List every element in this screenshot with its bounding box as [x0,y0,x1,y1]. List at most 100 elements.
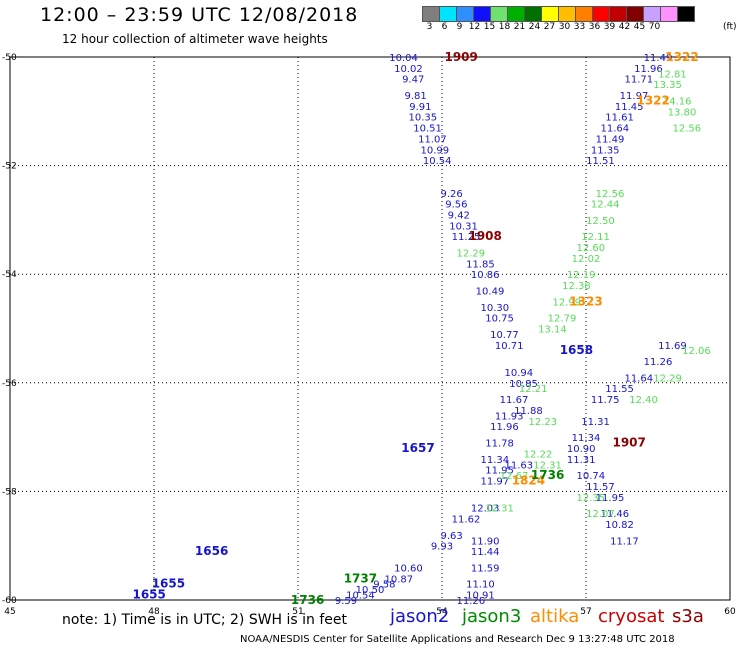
footer-credit: NOAA/NESDIS Center for Satellite Applica… [240,634,675,645]
swh-label: 9.58 [373,580,395,591]
swh-label: 11.34 [480,455,509,466]
swh-label: 12.40 [629,395,658,406]
swh-label: 11.95 [596,493,625,504]
swh-label: 10.31 [449,221,478,232]
swh-label: 1909 [444,50,477,64]
swh-label: 11.71 [624,75,653,86]
swh-label: 11.55 [605,384,634,395]
swh-label: 11.96 [490,422,519,433]
swh-label: 12.03 [471,504,500,515]
scale-label: 45 [633,22,646,32]
swh-label: 11.46 [600,509,629,520]
color-scale-labels: 3 6 9 12 15 18 21 24 27 30 33 36 39 42 45 70 [422,22,662,32]
chart-title: 12:00 – 23:59 UTC 12/08/2018 [40,4,359,26]
swh-label: 1907 [612,436,645,450]
swh-label: 11.64 [624,373,653,384]
swh-label: 10.54 [423,156,452,167]
x-tick-label: 57 [580,607,591,617]
swh-label: 12.29 [653,373,682,384]
scale-label: 12 [468,22,481,32]
swh-label: 11.17 [610,536,639,547]
swh-label: 12.31 [533,460,562,471]
swh-label: 9.59 [335,596,357,607]
swh-label: 14.16 [663,96,692,107]
swh-label: 11.96 [634,64,663,75]
scale-label: 6 [441,22,448,32]
scale-label: 3 [426,22,433,32]
legend-altika: altika [530,606,580,627]
swh-label: 9.42 [448,210,470,221]
swh-label: 11.69 [658,341,687,352]
x-tick-label: 48 [148,607,160,617]
swh-label: 11.93 [495,411,524,422]
swh-label: 11.95 [485,466,514,477]
swh-label: 12.02 [572,254,601,265]
swh-label: 10.86 [471,270,500,281]
swh-label: 11.49 [644,53,673,64]
scale-label: 30 [558,22,571,32]
swh-label: 10.90 [567,444,596,455]
swh-label: 11.97 [480,477,509,488]
scale-label: 27 [543,22,556,32]
swh-label: 13.35 [653,80,682,91]
swh-label: 12.44 [591,200,620,211]
swh-label: 11.90 [471,536,500,547]
swh-label: 12.56 [596,189,625,200]
swh-label: 1656 [195,544,228,558]
swh-label: 1737 [344,571,377,585]
swh-label: 11.88 [514,406,543,417]
swh-label: 11.45 [615,102,644,113]
y-tick-label: -50 [2,53,17,63]
swh-label: 10.94 [504,368,533,379]
swh-label: 1655 [152,577,185,591]
swh-label: 12.60 [576,243,605,254]
swh-label: 11.61 [605,113,634,124]
legend-jason3: jason3 [462,606,522,627]
swh-label: 1908 [468,229,501,243]
swh-label: 12.35 [576,493,605,504]
swh-label: 10.71 [495,341,524,352]
swh-label: 10.85 [509,379,538,390]
swh-label: 10.77 [490,330,519,341]
swh-label: 10.04 [389,53,418,64]
scale-swatch [677,6,695,22]
swh-label: 13.80 [668,107,697,118]
swh-label: 12.50 [586,216,615,227]
swh-label: 11.85 [466,259,495,270]
swh-label: 12.23 [528,417,557,428]
swh-label: 13.14 [538,325,567,336]
scale-label: 21 [513,22,526,32]
swh-label: 9.81 [404,91,426,102]
swh-label: 11.26 [644,357,673,368]
swh-label: 1322 [665,50,698,64]
y-tick-label: -52 [2,162,17,172]
scale-label: 33 [573,22,586,32]
swh-label: 10.54 [346,591,375,602]
swh-label: 10.30 [480,303,509,314]
swh-label: 11.26 [456,596,485,607]
swh-label: 1323 [569,294,602,308]
swh-label: 10.50 [356,585,385,596]
swh-label: 10.60 [394,563,423,574]
swh-label: 11.31 [581,417,610,428]
swh-label: 12.29 [456,248,485,259]
swh-label: 9.56 [445,200,467,211]
swh-label: 12.06 [682,346,711,357]
x-tick-label: 60 [724,607,736,617]
swh-label: 12.79 [548,314,577,325]
swh-label: 1657 [401,441,434,455]
swh-label: 12.81 [658,69,687,80]
legend-s3a: s3a [672,606,704,627]
swh-label: 11.75 [591,395,620,406]
swh-label: 9.93 [431,542,453,553]
swh-label: 11.07 [418,134,447,145]
swh-label: 11.67 [500,395,529,406]
y-tick-label: -54 [2,270,17,280]
color-scale-unit: (ft) [723,22,737,32]
swh-label: 11.25 [452,232,481,243]
swh-label: 9.63 [440,531,462,542]
swh-label: 10.49 [476,286,505,297]
swh-label: 11.51 [586,156,615,167]
swh-label: 1736 [531,468,564,482]
